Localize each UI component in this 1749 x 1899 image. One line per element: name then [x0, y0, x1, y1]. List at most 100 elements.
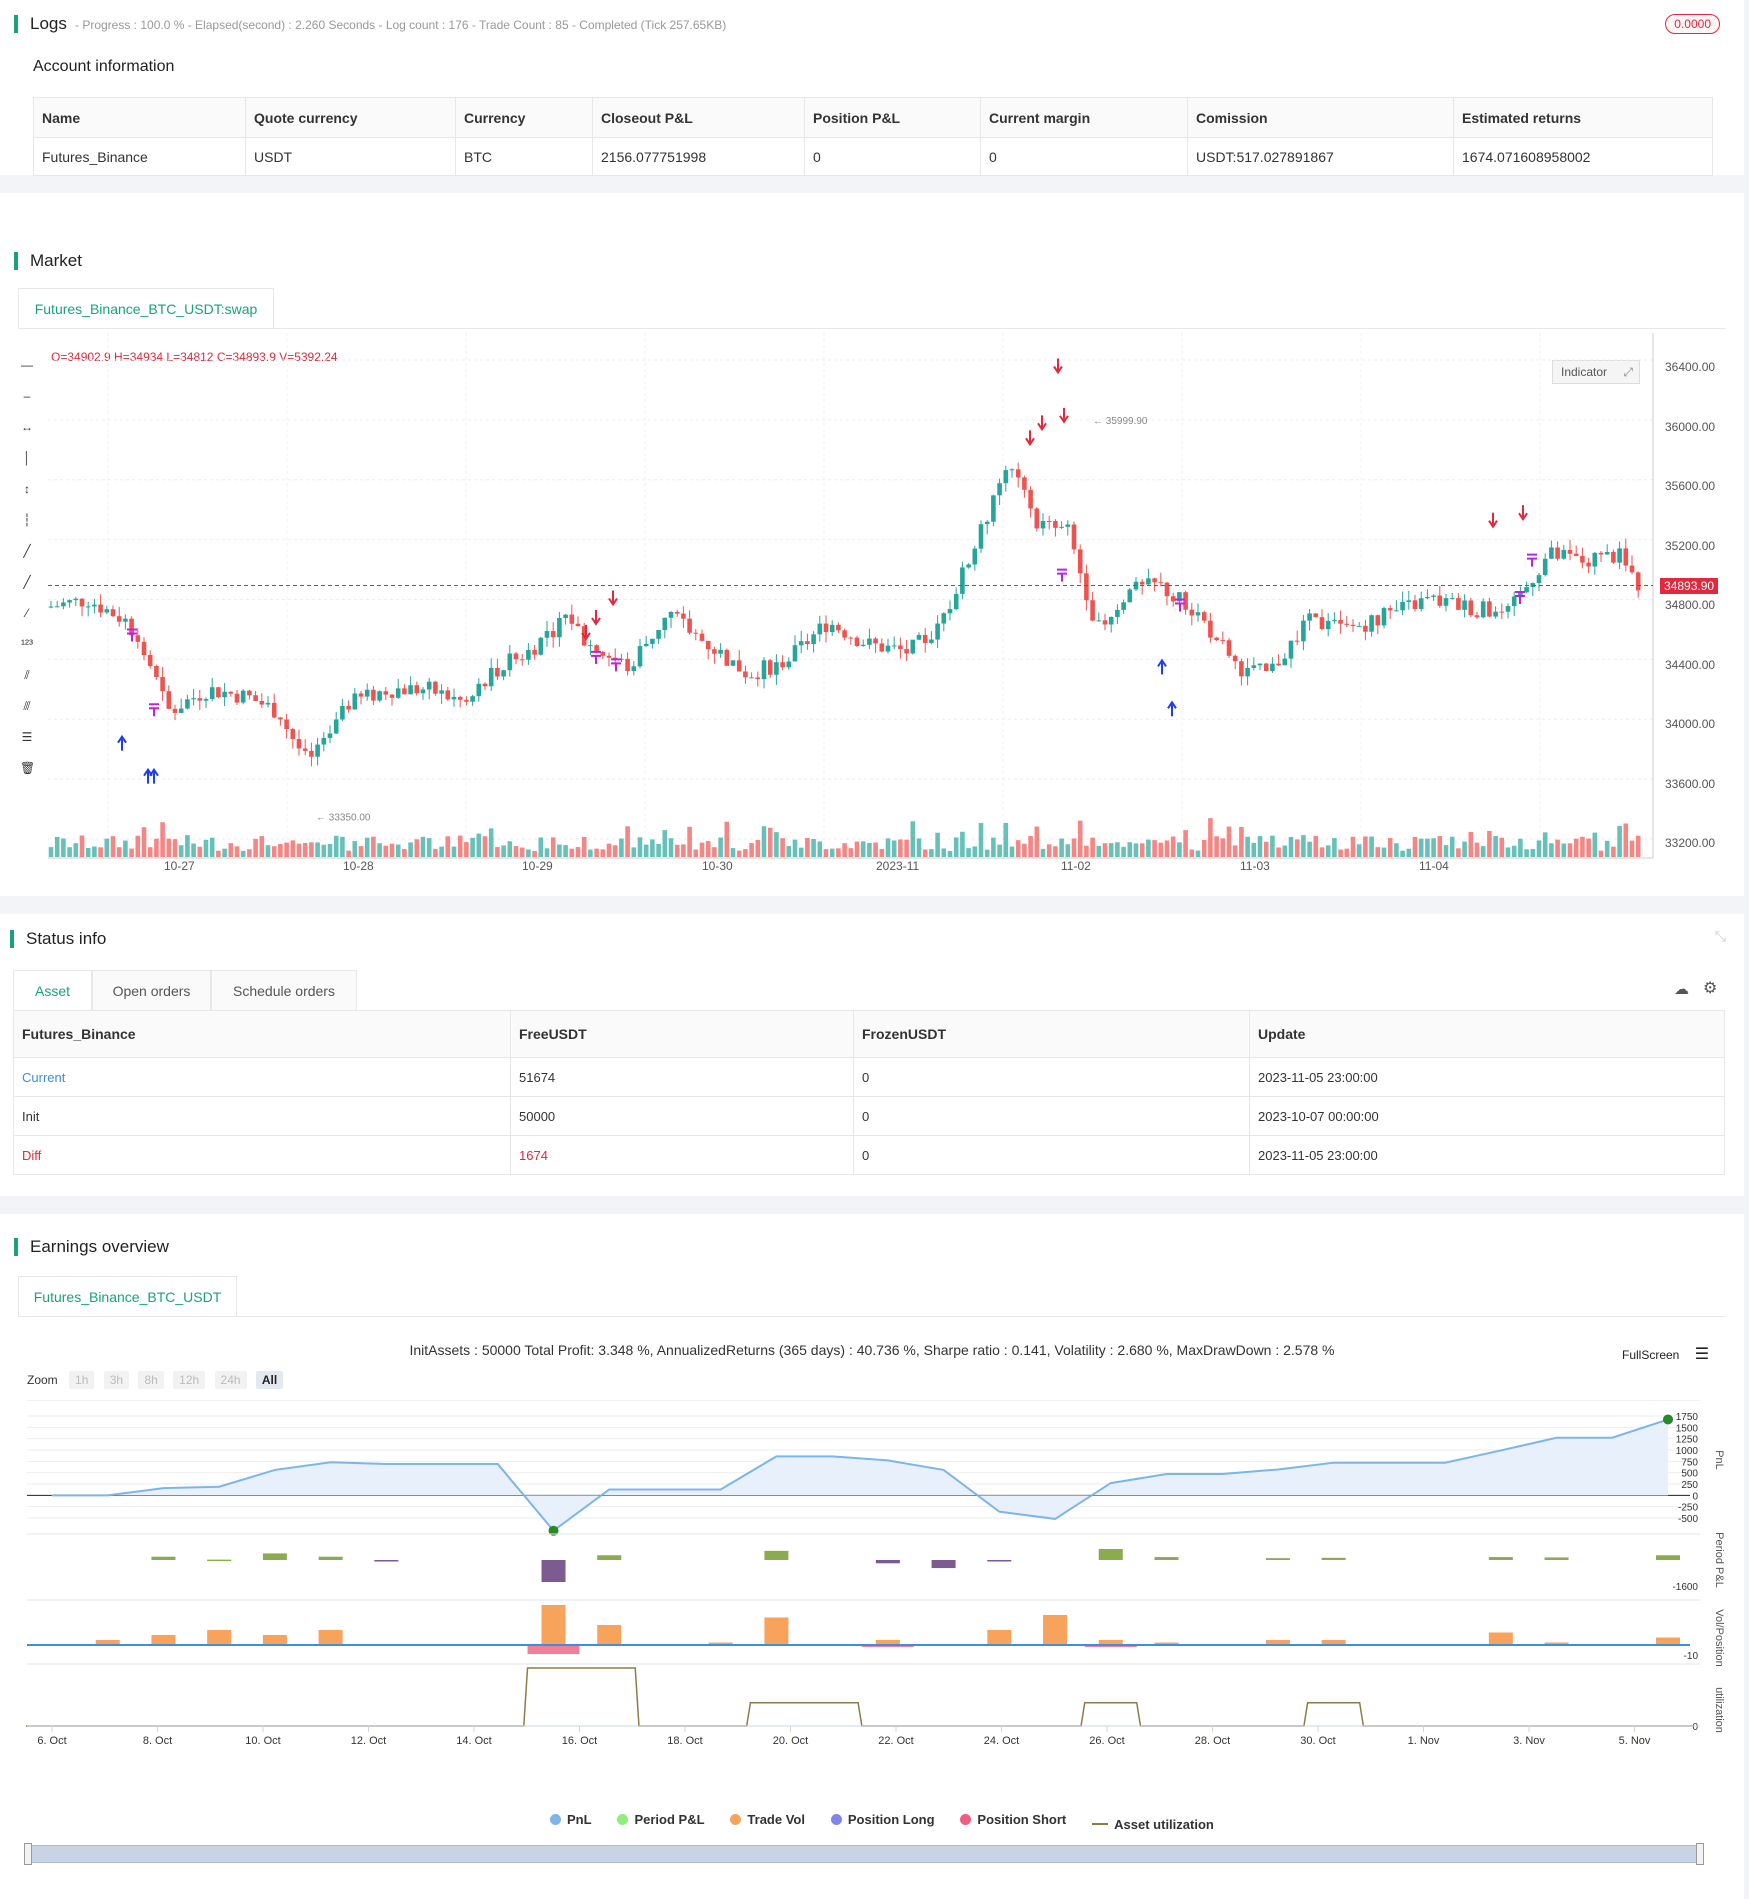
volume-bar: [358, 846, 364, 857]
horizontal-ray-icon[interactable]: –: [23, 389, 31, 403]
fibonacci-icon[interactable]: ☰: [21, 730, 33, 744]
trade-vol-bar: [95, 1640, 120, 1645]
volume-bar: [829, 848, 835, 857]
candle-body: [247, 690, 252, 696]
volume-bar: [1611, 846, 1616, 857]
candle-body: [966, 564, 971, 568]
price-label-icon[interactable]: ¹²³: [21, 637, 33, 651]
candle-body: [377, 691, 382, 701]
long-signal-icon: [1167, 700, 1177, 709]
volume-bar: [1381, 847, 1387, 857]
volume-bar: [290, 840, 296, 857]
candle-body: [637, 646, 643, 667]
candlestick-chart[interactable]: ← 35999.90 ← 33350.00: [48, 333, 1658, 878]
horizontal-segment-icon[interactable]: ↔: [21, 420, 33, 434]
price-tick: 34400.00: [1665, 658, 1716, 672]
volume-bar: [1220, 838, 1226, 857]
candle-body: [309, 750, 314, 757]
volume-bar: [1536, 840, 1542, 857]
candle-body: [1431, 595, 1436, 597]
parallel-lines-icon[interactable]: ⫽: [24, 668, 30, 682]
volume-bar: [209, 837, 215, 857]
fullscreen-button[interactable]: FullScreen ☰: [1622, 1344, 1709, 1364]
logs-meta: - Progress : 100.0 % - Elapsed(second) :…: [75, 18, 727, 32]
legend-pnl[interactable]: PnL: [550, 1812, 592, 1827]
zoom-8h[interactable]: 8h: [138, 1371, 164, 1389]
legend-dot: [960, 1814, 972, 1825]
navigator-handle-right[interactable]: [1696, 1843, 1704, 1865]
volume-bar: [166, 838, 172, 857]
volume-bar: [1319, 847, 1325, 857]
trash-icon[interactable]: 🗑: [20, 761, 36, 775]
ray-line-icon[interactable]: ╱: [23, 575, 31, 589]
volume-bar: [402, 848, 407, 857]
volume-bar: [563, 845, 568, 857]
candle-body: [160, 677, 165, 692]
col-frozen-usdt: FrozenUSDT: [853, 1010, 1250, 1058]
legend-period-pnl[interactable]: Period P&L: [617, 1812, 705, 1827]
tab-asset[interactable]: Asset: [13, 970, 92, 1010]
legend-asset-utilization[interactable]: Asset utilization: [1092, 1817, 1214, 1832]
volume-bar: [464, 842, 469, 857]
candle-body: [340, 705, 345, 720]
earnings-chart[interactable]: 17501500125010007505002500-250-500PnLPer…: [0, 1400, 1744, 1870]
volume-bar: [1468, 831, 1474, 857]
legend-position-long[interactable]: Position Long: [830, 1812, 935, 1827]
trend-line-icon[interactable]: ╱: [23, 544, 31, 558]
vertical-segment-icon[interactable]: ┆: [23, 513, 31, 527]
vol-tick-label: -10: [1684, 1651, 1699, 1662]
legend-position-short[interactable]: Position Short: [960, 1812, 1066, 1827]
volume-bar: [1332, 838, 1337, 857]
vertical-ray-icon[interactable]: ↕: [24, 482, 30, 496]
volume-bar: [1232, 845, 1238, 857]
navigator-handle-left[interactable]: [24, 1843, 32, 1865]
tab-market-symbol[interactable]: Futures_Binance_BTC_USDT:swap: [18, 288, 274, 328]
zoom-12h[interactable]: 12h: [173, 1371, 206, 1389]
gear-icon[interactable]: ⚙: [1703, 980, 1718, 997]
channel-icon[interactable]: ⫻: [23, 699, 31, 713]
price-tick: 34800.00: [1665, 598, 1716, 612]
candle-body: [197, 698, 203, 701]
volume-bar: [823, 849, 829, 857]
short-signal-icon: [1025, 437, 1035, 447]
table-row: Futures_Binance USDT BTC 2156.077751998 …: [33, 137, 1713, 176]
volume-bar: [749, 843, 754, 857]
legend-trade-vol[interactable]: Trade Vol: [730, 1812, 805, 1827]
volume-bar: [991, 837, 996, 857]
volume-bar: [1338, 849, 1343, 857]
menu-icon[interactable]: ☰: [1694, 1346, 1710, 1363]
candle-body: [1214, 637, 1219, 641]
close-signal-icon: [1515, 591, 1525, 605]
period-pnl-bar: [1154, 1557, 1179, 1560]
cloud-download-icon[interactable]: ☁: [1674, 981, 1689, 998]
zoom-3h[interactable]: 3h: [103, 1371, 130, 1389]
candle-body: [1387, 608, 1393, 611]
range-navigator[interactable]: [28, 1845, 1700, 1863]
zoom-1h[interactable]: 1h: [69, 1371, 95, 1389]
candle-body: [550, 631, 556, 638]
candle-body: [1511, 596, 1517, 607]
candle-body: [123, 618, 128, 622]
volume-bar: [1567, 843, 1573, 857]
cell: 51674: [510, 1057, 854, 1097]
date-tick-label: 20. Oct: [773, 1735, 808, 1747]
tab-schedule-orders[interactable]: Schedule orders: [211, 970, 357, 1010]
volume-bar: [476, 833, 482, 857]
segment-line-icon[interactable]: ⁄: [25, 606, 28, 620]
volume-bar: [761, 826, 767, 857]
candle-body: [718, 649, 723, 654]
tab-open-orders[interactable]: Open orders: [92, 970, 211, 1010]
candle-body: [749, 677, 754, 679]
vertical-line-icon[interactable]: │: [23, 451, 31, 465]
candle-body: [805, 641, 810, 645]
zoom-24h[interactable]: 24h: [214, 1371, 247, 1389]
candle-body: [879, 643, 885, 652]
zoom-all[interactable]: All: [255, 1371, 284, 1389]
tab-earnings-symbol[interactable]: Futures_Binance_BTC_USDT: [18, 1276, 237, 1316]
collapse-icon[interactable]: ⤡: [1714, 928, 1726, 944]
candle-body: [1629, 565, 1635, 573]
candle-body: [910, 639, 916, 654]
indicator-button[interactable]: Indicator ⤢: [1552, 360, 1640, 384]
horizontal-line-icon[interactable]: —: [21, 358, 33, 372]
volume-bar: [774, 832, 779, 857]
